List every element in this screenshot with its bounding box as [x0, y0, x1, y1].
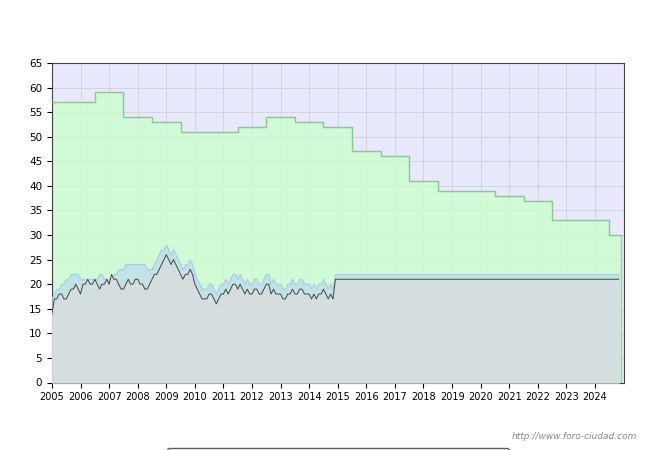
Legend: Ocupados, Parados, Hab. entre 16-64: Ocupados, Parados, Hab. entre 16-64 [168, 447, 508, 450]
Text: Oncala - Evolucion de la poblacion en edad de Trabajar Noviembre de 2024: Oncala - Evolucion de la poblacion en ed… [73, 21, 577, 33]
Text: http://www.foro-ciudad.com: http://www.foro-ciudad.com [512, 432, 637, 441]
